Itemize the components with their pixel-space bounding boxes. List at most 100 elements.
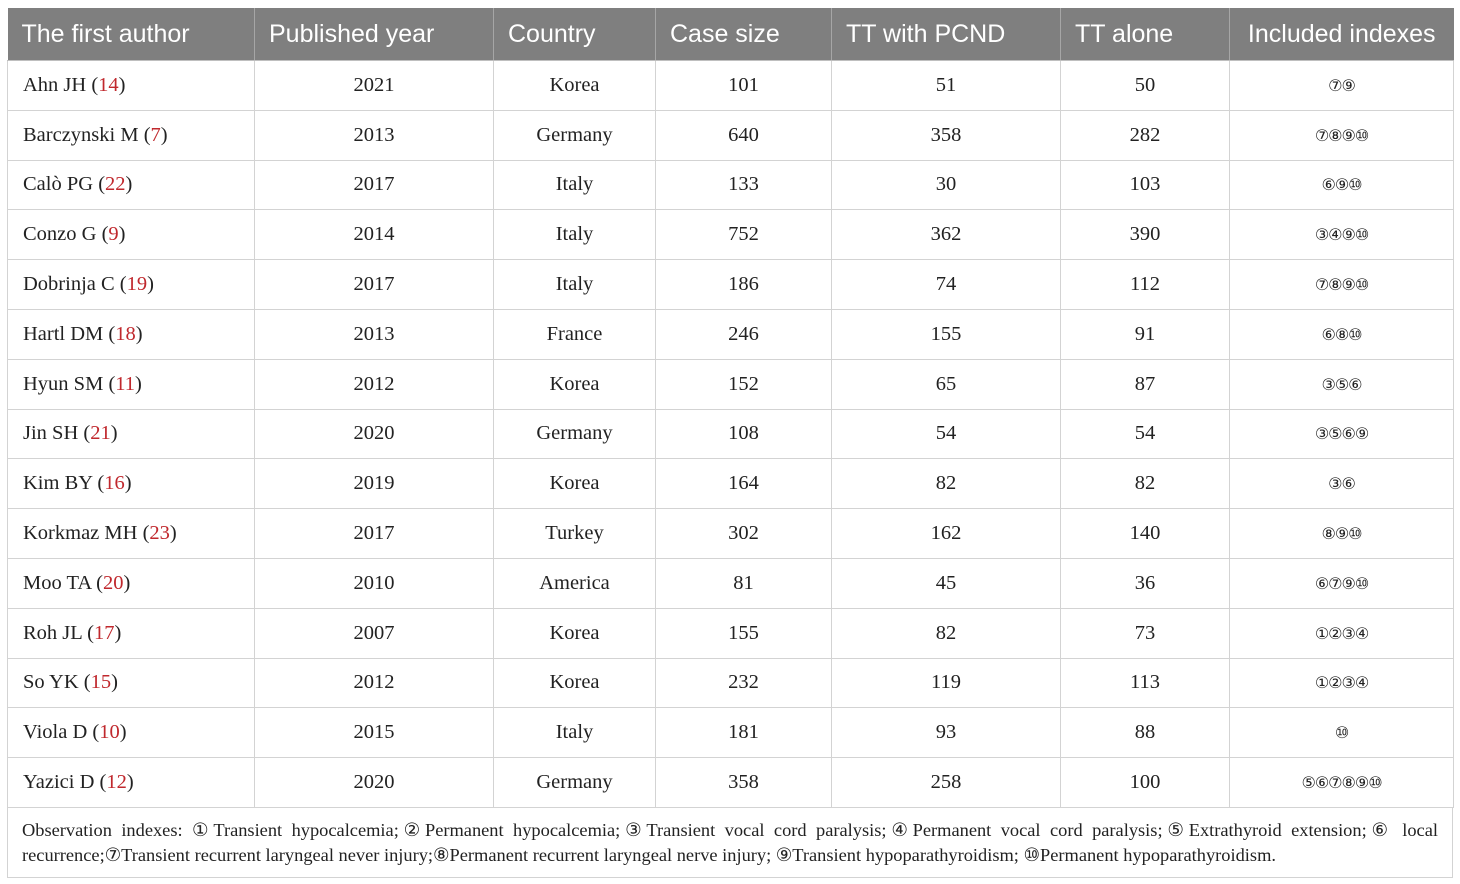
cell-tt-alone: 103 [1060, 160, 1230, 211]
reference-link[interactable]: 19 [126, 273, 148, 296]
cell-country: Korea [493, 658, 656, 709]
cell-tt-with-pcnd: 74 [831, 259, 1061, 310]
header-tt-alone: TT alone [1060, 8, 1230, 61]
author-name: Barczynski M [23, 123, 139, 146]
cell-included-indexes: ①②③④ [1229, 658, 1454, 709]
cell-author: Yazici D (12) [7, 757, 255, 808]
reference-link[interactable]: 14 [98, 73, 119, 96]
cell-case-size: 752 [655, 209, 832, 261]
cell-year: 2019 [254, 458, 494, 510]
cell-included-indexes: ⑧⑨⑩ [1229, 508, 1454, 559]
table-row: Yazici D (12) 2020 Germany 358 258 100 ⑤⑥⑦⑧⑨⑩ [7, 757, 1454, 808]
header-country: Country [493, 8, 656, 61]
cell-case-size: 101 [655, 60, 832, 111]
cell-case-size: 246 [655, 309, 832, 360]
author-name: Hyun SM [23, 372, 104, 395]
cell-year: 2007 [254, 608, 494, 659]
table-row: Korkmaz MH (23) 2017 Turkey 302 162 140 ⑧⑨⑩ [7, 508, 1454, 559]
reference-link[interactable]: 16 [104, 472, 125, 495]
cell-country: Germany [493, 110, 656, 161]
cell-tt-with-pcnd: 362 [831, 209, 1061, 261]
cell-included-indexes: ③⑥ [1229, 458, 1454, 510]
cell-included-indexes: ⑦⑨ [1229, 60, 1454, 111]
cell-tt-with-pcnd: 82 [831, 458, 1061, 510]
cell-author: Kim BY (16) [7, 458, 255, 510]
cell-year: 2012 [254, 658, 494, 709]
author-name: Kim BY [23, 472, 93, 495]
cell-tt-alone: 140 [1060, 508, 1230, 559]
cell-tt-with-pcnd: 51 [831, 60, 1061, 111]
author-name: Ahn JH [23, 73, 87, 96]
reference-link[interactable]: 17 [94, 621, 115, 644]
cell-tt-alone: 390 [1060, 209, 1230, 261]
cell-author: Ahn JH (14) [7, 60, 255, 111]
header-published-year: Published year [254, 8, 494, 61]
cell-year: 2017 [254, 259, 494, 310]
cell-included-indexes: ⑥⑧⑩ [1229, 309, 1454, 360]
author-name: Dobrinja C [23, 273, 115, 296]
reference-link[interactable]: 7 [150, 123, 161, 146]
cell-tt-alone: 87 [1060, 359, 1230, 410]
cell-tt-with-pcnd: 45 [831, 558, 1061, 609]
reference-link[interactable]: 10 [99, 721, 120, 744]
reference-link[interactable]: 20 [103, 571, 124, 594]
author-name: Conzo G [23, 223, 97, 246]
table-row: Kim BY (16) 2019 Korea 164 82 82 ③⑥ [7, 458, 1454, 510]
cell-case-size: 232 [655, 658, 832, 709]
reference-link[interactable]: 22 [105, 173, 126, 196]
reference-link[interactable]: 23 [149, 522, 170, 545]
table-row: Hartl DM (18) 2013 France 246 155 91 ⑥⑧⑩ [7, 309, 1454, 360]
cell-tt-alone: 113 [1060, 658, 1230, 709]
reference-link[interactable]: 12 [106, 771, 127, 794]
reference-link[interactable]: 21 [90, 422, 111, 445]
cell-country: Korea [493, 458, 656, 510]
reference-link[interactable]: 11 [115, 372, 136, 395]
cell-included-indexes: ⑦⑧⑨⑩ [1229, 259, 1454, 310]
cell-year: 2013 [254, 309, 494, 360]
cell-included-indexes: ⑥⑨⑩ [1229, 160, 1454, 211]
cell-author: Korkmaz MH (23) [7, 508, 255, 559]
table-row: Moo TA (20) 2010 America 81 45 36 ⑥⑦⑨⑩ [7, 558, 1454, 609]
reference-link[interactable]: 9 [108, 223, 119, 246]
cell-author: So YK (15) [7, 658, 255, 709]
cell-tt-with-pcnd: 82 [831, 608, 1061, 659]
table-row: Viola D (10) 2015 Italy 181 93 88 ⑩ [7, 707, 1454, 759]
table-row: Dobrinja C (19) 2017 Italy 186 74 112 ⑦⑧⑨⑩ [7, 259, 1454, 310]
cell-case-size: 108 [655, 409, 832, 460]
table-row: Conzo G (9) 2014 Italy 752 362 390 ③④⑨⑩ [7, 209, 1454, 261]
cell-country: Italy [493, 259, 656, 310]
author-name: Roh JL [23, 621, 83, 644]
cell-tt-with-pcnd: 119 [831, 658, 1061, 709]
cell-country: Germany [493, 757, 656, 808]
cell-included-indexes: ③⑤⑥ [1229, 359, 1454, 410]
cell-tt-alone: 36 [1060, 558, 1230, 609]
cell-included-indexes: ③⑤⑥⑨ [1229, 409, 1454, 460]
cell-year: 2020 [254, 409, 494, 460]
cell-tt-alone: 50 [1060, 60, 1230, 111]
cell-tt-with-pcnd: 54 [831, 409, 1061, 460]
cell-year: 2021 [254, 60, 494, 111]
table-row: Jin SH (21) 2020 Germany 108 54 54 ③⑤⑥⑨ [7, 409, 1454, 460]
cell-year: 2020 [254, 757, 494, 808]
reference-link[interactable]: 15 [90, 671, 112, 694]
cell-case-size: 152 [655, 359, 832, 410]
cell-tt-with-pcnd: 155 [831, 309, 1061, 360]
cell-year: 2015 [254, 707, 494, 759]
author-name: Korkmaz MH [23, 522, 138, 545]
study-table-container: The first author Published year Country … [7, 8, 1454, 878]
cell-author: Dobrinja C (19) [7, 259, 255, 310]
cell-author: Hyun SM (11) [7, 359, 255, 410]
header-tt-with-pcnd: TT with PCND [831, 8, 1061, 61]
cell-case-size: 155 [655, 608, 832, 659]
author-name: Moo TA [23, 571, 92, 594]
reference-link[interactable]: 18 [115, 322, 136, 345]
cell-included-indexes: ⑤⑥⑦⑧⑨⑩ [1229, 757, 1454, 808]
cell-country: America [493, 558, 656, 609]
cell-author: Conzo G (9) [7, 209, 255, 261]
cell-tt-alone: 88 [1060, 707, 1230, 759]
table-row: Barczynski M (7) 2013 Germany 640 358 282 ⑦⑧⑨⑩ [7, 110, 1454, 161]
cell-tt-with-pcnd: 93 [831, 707, 1061, 759]
cell-tt-with-pcnd: 358 [831, 110, 1061, 161]
cell-case-size: 640 [655, 110, 832, 161]
study-characteristics-table: The first author Published year Country … [7, 8, 1454, 808]
